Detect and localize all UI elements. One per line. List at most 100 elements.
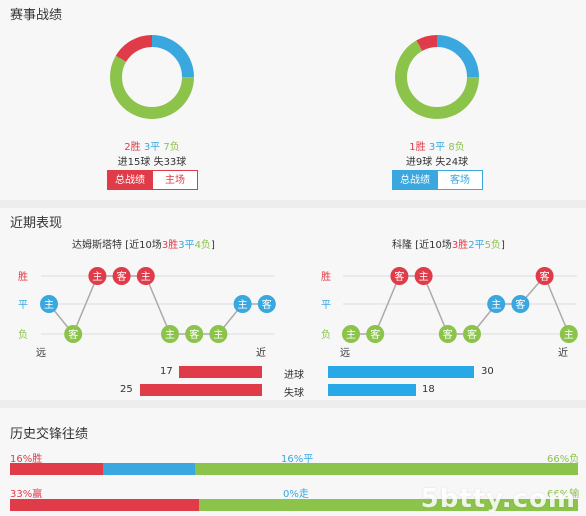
right-donut-loss-segment bbox=[395, 35, 479, 119]
left-axis-far-label: 远 bbox=[36, 347, 46, 358]
left-goals-against-value: 25 bbox=[120, 384, 133, 395]
left-match-1-venue: 主 bbox=[44, 299, 54, 311]
left-match-9-point[interactable]: 主 bbox=[233, 295, 252, 313]
right-match-4-dot bbox=[414, 267, 433, 285]
right-win-count: 1胜 bbox=[409, 142, 426, 153]
left-match-8-venue: 主 bbox=[213, 329, 223, 341]
right-form-line bbox=[351, 274, 570, 335]
right-match-1-dot bbox=[342, 325, 360, 343]
right-donut-win-segment bbox=[395, 35, 479, 119]
history-section: 历史交锋往绩 16%胜 16%平 66%负 33%赢 0%走 66%输 5btt… bbox=[0, 408, 586, 516]
left-loss-count: 7负 bbox=[163, 142, 180, 153]
left-match-5-point[interactable]: 主 bbox=[136, 267, 155, 285]
left-recent-close: ] bbox=[210, 240, 215, 251]
right-goals-summary: 进9球 失24球 bbox=[405, 157, 469, 168]
left-match-6-point[interactable]: 主 bbox=[161, 325, 179, 343]
left-axis-label: 平 bbox=[18, 300, 28, 311]
left-match-6-venue: 主 bbox=[165, 329, 175, 341]
left-record-tabs: 总战绩 主场 bbox=[107, 170, 198, 190]
record-section-title: 赛事战绩 bbox=[10, 8, 63, 23]
right-tab-overall[interactable]: 总战绩 bbox=[392, 170, 438, 190]
right-goals-for-bar bbox=[328, 366, 474, 378]
left-axis-near-label: 近 bbox=[256, 346, 266, 358]
left-match-1-point[interactable]: 主 bbox=[40, 295, 58, 313]
history-row2-win-segment bbox=[10, 499, 200, 511]
right-match-7-venue: 主 bbox=[491, 299, 501, 311]
left-match-10-point[interactable]: 客 bbox=[257, 295, 276, 313]
right-record-tabs: 总战绩 客场 bbox=[392, 170, 483, 190]
history-row2-bar bbox=[10, 499, 578, 511]
left-match-10-venue: 客 bbox=[262, 298, 272, 311]
right-match-8-venue: 客 bbox=[515, 298, 525, 311]
left-match-7-point[interactable]: 客 bbox=[185, 325, 204, 343]
right-match-9-point[interactable]: 客 bbox=[535, 267, 554, 285]
right-match-2-dot bbox=[366, 325, 385, 343]
right-axis-label: 平 bbox=[321, 300, 331, 311]
right-match-4-point[interactable]: 主 bbox=[414, 267, 433, 285]
right-match-2-venue: 客 bbox=[370, 328, 380, 341]
left-match-8-point[interactable]: 主 bbox=[209, 325, 228, 343]
left-match-5-dot bbox=[136, 267, 155, 285]
left-match-4-venue: 客 bbox=[117, 270, 127, 283]
left-match-3-dot bbox=[88, 267, 107, 285]
right-match-10-dot bbox=[559, 325, 578, 343]
right-record-donut bbox=[395, 35, 479, 119]
left-match-3-point[interactable]: 主 bbox=[88, 267, 107, 285]
right-match-10-point[interactable]: 主 bbox=[559, 325, 578, 343]
right-match-3-dot bbox=[390, 267, 409, 285]
right-recent-close: ] bbox=[500, 240, 505, 251]
left-recent-prefix: 达姆斯塔特 [近10场 bbox=[72, 240, 162, 251]
left-recent-loss: 4负 bbox=[194, 240, 211, 251]
left-goals-for-bar bbox=[179, 366, 262, 378]
right-tab-away[interactable]: 客场 bbox=[437, 170, 483, 190]
left-match-4-dot bbox=[112, 267, 131, 285]
right-match-10-venue: 主 bbox=[564, 329, 574, 341]
left-donut-loss-segment bbox=[110, 35, 194, 119]
left-match-6-dot bbox=[161, 325, 179, 343]
left-axis-label: 胜 bbox=[18, 271, 28, 283]
right-recent-win: 3胜 bbox=[451, 240, 469, 251]
right-axis-label: 胜 bbox=[321, 271, 331, 283]
right-match-6-venue: 客 bbox=[467, 328, 477, 341]
left-recent-win: 3胜 bbox=[161, 240, 179, 251]
history-row1-win-label: 16%胜 bbox=[10, 454, 43, 465]
history-section-title: 历史交锋往绩 bbox=[10, 427, 89, 442]
left-match-1-dot bbox=[40, 295, 58, 313]
right-match-1-point[interactable]: 主 bbox=[342, 325, 360, 343]
right-match-8-dot bbox=[511, 295, 530, 313]
right-match-3-venue: 客 bbox=[394, 270, 404, 283]
left-tab-overall[interactable]: 总战绩 bbox=[107, 170, 153, 190]
left-draw-count: 3平 bbox=[143, 142, 161, 153]
right-match-5-point[interactable]: 客 bbox=[438, 325, 457, 343]
right-draw-count: 3平 bbox=[428, 142, 446, 153]
right-match-2-point[interactable]: 客 bbox=[366, 325, 385, 343]
history-row1-win-segment bbox=[10, 463, 103, 475]
left-match-2-dot bbox=[64, 325, 83, 343]
left-match-10-dot bbox=[257, 295, 276, 313]
right-match-3-point[interactable]: 客 bbox=[390, 267, 409, 285]
right-match-5-venue: 客 bbox=[443, 328, 453, 341]
recent-section-title: 近期表现 bbox=[10, 216, 63, 231]
left-form-line bbox=[48, 275, 267, 336]
right-goals-against-value: 18 bbox=[422, 384, 435, 395]
history-row2-win-label: 33%赢 bbox=[10, 489, 43, 500]
left-goals-against-bar bbox=[140, 384, 262, 396]
right-match-6-point[interactable]: 客 bbox=[463, 325, 481, 343]
recent-section: 近期表现 达姆斯塔特 [近10场3胜3平4负] 科隆 [近10场3胜2平5负] … bbox=[0, 208, 586, 400]
right-recent-loss: 5负 bbox=[484, 240, 501, 251]
left-record-counts: 2胜 3平 7负 bbox=[72, 138, 232, 153]
right-match-6-dot bbox=[463, 325, 481, 343]
history-row1-loss-label: 66%负 bbox=[547, 454, 580, 465]
right-axis-label: 负 bbox=[321, 328, 331, 341]
goals-for-label: 进球 bbox=[284, 370, 304, 381]
right-match-1-venue: 主 bbox=[346, 329, 356, 341]
right-match-7-point[interactable]: 主 bbox=[487, 295, 506, 313]
left-tab-home[interactable]: 主场 bbox=[152, 170, 198, 190]
left-form-chart: 胜平负主客主客主主客主主 客远近 bbox=[18, 267, 276, 358]
right-match-8-point[interactable]: 客 bbox=[511, 295, 530, 313]
left-match-7-dot bbox=[185, 325, 204, 343]
right-record-counts: 1胜 3平 8负 bbox=[357, 138, 517, 153]
left-match-4-point[interactable]: 客 bbox=[112, 267, 131, 285]
history-row2-draw-label: 0%走 bbox=[283, 489, 309, 500]
left-match-2-point[interactable]: 客 bbox=[64, 325, 83, 343]
